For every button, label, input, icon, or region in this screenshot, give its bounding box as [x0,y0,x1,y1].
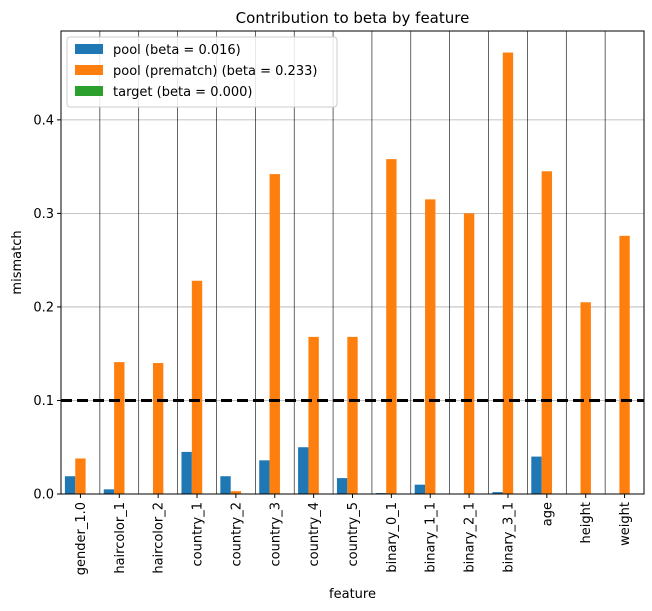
bar [103,489,115,494]
bar [336,478,348,494]
legend-swatch [75,86,103,96]
legend-box [66,36,338,108]
legend-label: pool (prematch) (beta = 0.233) [113,64,317,79]
x-axis-label: feature [329,587,376,602]
bar [492,492,503,494]
bar [531,456,542,494]
y-tick-label: 0.3 [33,207,54,222]
x-axis: gender_1.0 haircolor_1 haircolor_2 country_… [74,494,633,575]
bar [269,174,280,495]
legend-label: pool (beta = 0.016) [113,43,241,58]
bar [347,336,358,494]
x-tick-label: haircolor_1 [113,502,128,574]
x-tick-label: country_2 [229,502,244,567]
bar [220,476,231,494]
legend-label: target (beta = 0.000) [113,85,253,100]
x-tick-label: binary_1_1 [424,502,439,573]
x-tick-label: country_3 [268,502,283,567]
x-tick-label: height [579,502,594,543]
bar [259,460,270,494]
bar [152,363,164,494]
x-tick-label: country_5 [346,502,361,567]
x-tick-label: gender_1.0 [74,502,89,575]
y-tick-label: 0.2 [33,300,54,315]
bar [414,484,426,494]
x-tick-label: binary_3_1 [501,502,516,573]
y-axis-label: mismatch [10,230,25,294]
x-tick-label: binary_2_1 [463,502,478,573]
bar [386,159,397,494]
bar [502,52,514,495]
legend: pool (beta = 0.016) pool (prematch) (beta… [66,36,338,108]
bar [64,476,76,494]
bar [75,458,86,494]
bar [463,213,475,495]
chart-title: Contribution to beta by feature [236,9,470,27]
bar [230,491,242,494]
y-tick-label: 0.4 [33,113,54,128]
y-axis: 0.0 0.1 0.2 0.3 0.4 [33,113,61,503]
legend-swatch [75,65,103,75]
bar [425,199,436,494]
y-tick-label: 0.1 [33,394,54,409]
bar [541,171,553,494]
bar [619,235,630,495]
bar [580,302,591,494]
bars-layer [64,52,630,495]
bar [181,451,192,494]
y-tick-label: 0.0 [33,488,54,503]
x-tick-label: country_4 [307,502,322,567]
bar [308,336,319,494]
x-tick-label: weight [618,502,633,546]
x-tick-label: country_1 [191,502,206,567]
x-tick-label: haircolor_2 [152,502,167,574]
x-tick-label: binary_0_1 [385,502,400,573]
grid-layer [61,31,644,494]
bar [114,362,125,494]
bar [298,447,309,494]
x-tick-label: age [540,502,555,526]
legend-swatch [75,44,103,54]
bar [191,280,203,494]
